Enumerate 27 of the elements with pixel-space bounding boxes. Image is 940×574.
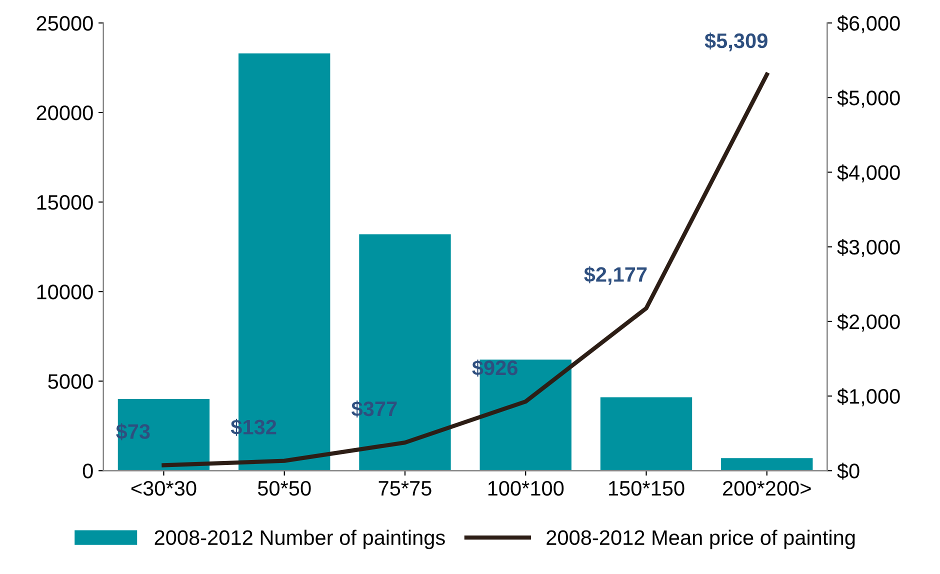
x-tick-label: 50*50 [258,480,311,496]
data-label: $2,177 [584,266,647,285]
x-tick-label: 75*75 [378,481,432,496]
y-tick-label: 25000 [36,16,93,31]
y2-tick-label: $0 [837,462,860,480]
y2-tick-label: $6,000 [837,15,900,34]
legend-label: 2008-2012 Mean price of painting [546,530,855,550]
y-tick-label: 15000 [37,195,93,210]
x-tick-label: 200*200> [723,480,811,496]
bar [721,458,813,471]
y-tick-label: 5000 [48,374,93,389]
bar [600,397,692,471]
line-series [162,72,769,468]
y2-tick-label: $3,000 [837,238,900,258]
y2-tick-label: $1,000 [837,388,900,406]
bar [118,399,210,471]
x-tick-label: 100*100 [488,480,564,496]
data-label: $5,309 [704,32,768,52]
x-tick-label: 150*150 [609,480,684,496]
y2-tick-label: $5,000 [837,90,900,108]
y2-tick-label: $4,000 [837,164,900,182]
y-tick-label: 20000 [36,106,93,120]
x-tick-label: <30*30 [131,480,196,496]
y-tick-label: 0 [82,464,93,478]
y2-tick-label: $2,000 [837,314,900,332]
legend-label: 2008-2012 Number of paintings [154,530,445,550]
y-tick-label: 10000 [37,284,93,300]
